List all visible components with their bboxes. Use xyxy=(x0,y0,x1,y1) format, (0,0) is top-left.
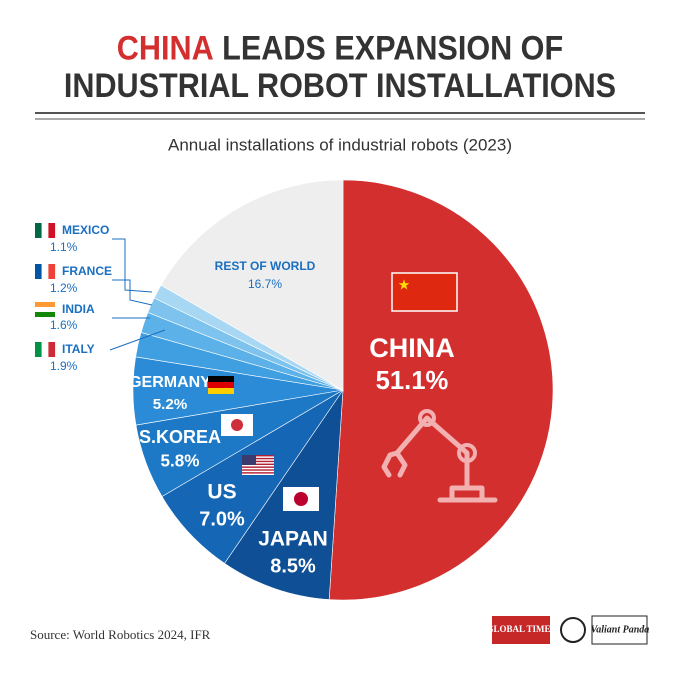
value-label: 1.2% xyxy=(50,281,78,295)
title-highlight: CHINA xyxy=(117,29,214,67)
flag xyxy=(35,342,42,357)
flag xyxy=(208,382,234,388)
leader-line xyxy=(109,329,166,351)
flag xyxy=(231,419,243,431)
flag xyxy=(48,342,56,357)
flag xyxy=(242,455,274,457)
category-label: US xyxy=(207,481,236,504)
flag xyxy=(41,223,49,238)
category-label: REST OF WORLD xyxy=(215,259,316,273)
source: Source: World Robotics 2024, IFR xyxy=(30,627,211,642)
flag xyxy=(242,457,274,460)
value-label: 5.8% xyxy=(161,452,200,471)
logo-box xyxy=(492,616,550,644)
flag-star: ★ xyxy=(398,277,411,293)
value-label: 8.5% xyxy=(270,555,316,577)
flag xyxy=(48,264,56,279)
flag xyxy=(391,272,458,312)
logo: Valiant Panda xyxy=(591,624,650,635)
category-label: FRANCE xyxy=(62,264,112,278)
flag xyxy=(41,342,49,357)
category-label: GERMANY xyxy=(129,374,211,391)
panda-icon xyxy=(560,617,586,643)
flag xyxy=(35,223,42,238)
flag xyxy=(242,463,274,466)
robot-icon xyxy=(457,443,477,463)
value-label: 7.0% xyxy=(199,508,245,530)
slice xyxy=(328,179,554,601)
category-label: S.KOREA xyxy=(139,427,221,447)
flag xyxy=(242,469,274,471)
flag xyxy=(208,376,234,382)
value-label: 16.7% xyxy=(248,277,282,291)
labels: CHINA 51.1% JAPAN 8.5% US 7.0% S.KOREA 5.8% GERM… xyxy=(35,223,498,577)
flag xyxy=(35,312,55,317)
robot-icon xyxy=(418,409,436,427)
flag xyxy=(208,388,234,394)
category-label: ITALY xyxy=(62,342,95,356)
flag xyxy=(242,455,256,465)
robot-icon xyxy=(381,415,498,503)
category-label: INDIA xyxy=(62,302,95,316)
title-rest: LEADS EXPANSION OF xyxy=(222,29,563,67)
category-label: MEXICO xyxy=(62,223,109,237)
slice xyxy=(160,179,344,391)
flag xyxy=(35,302,55,307)
value-label: 51.1% xyxy=(376,367,449,395)
value-label: 1.9% xyxy=(50,359,78,373)
subtitle: Annual installations of industrial robot… xyxy=(168,135,512,154)
title-line-1: CHINA LEADS EXPANSION OF xyxy=(117,29,563,67)
flag xyxy=(41,264,49,279)
flag xyxy=(242,460,274,463)
logo-box xyxy=(591,615,648,645)
leader-line xyxy=(112,238,153,293)
flag xyxy=(294,492,308,506)
flag xyxy=(35,264,42,279)
flag xyxy=(35,307,55,312)
flag xyxy=(242,466,274,468)
flag xyxy=(242,472,274,474)
flag xyxy=(48,223,56,238)
value-label: 1.1% xyxy=(50,240,78,254)
logo: GLOBAL TIMES xyxy=(486,624,555,634)
value-label: 1.6% xyxy=(50,318,78,332)
value-label: 5.2% xyxy=(153,396,188,413)
pie xyxy=(132,179,554,601)
category-label: CHINA xyxy=(369,333,455,363)
title-line-2: INDUSTRIAL ROBOT INSTALLATIONS xyxy=(64,67,616,105)
category-label: JAPAN xyxy=(258,528,328,551)
